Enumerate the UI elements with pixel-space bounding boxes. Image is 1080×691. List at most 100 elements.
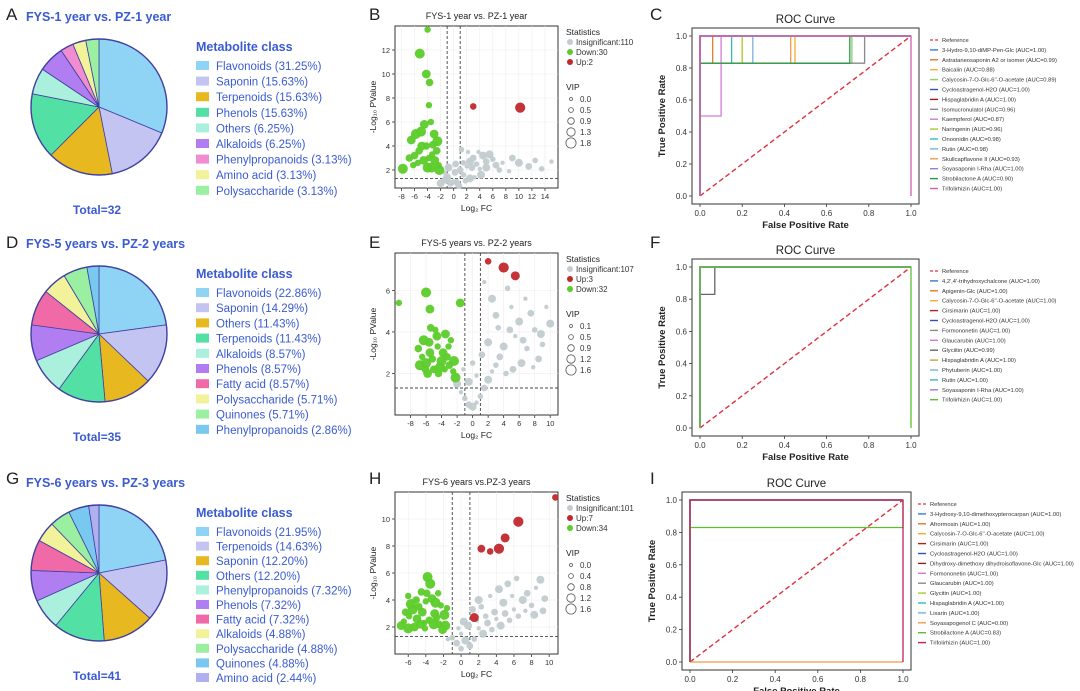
y-tick-label: 8 <box>386 94 390 103</box>
legend-swatch <box>196 61 209 70</box>
point-insignificant <box>499 342 508 351</box>
vip-marker <box>569 97 573 101</box>
point-insignificant <box>471 636 478 642</box>
roc-title: ROC Curve <box>767 478 826 490</box>
point-down <box>419 120 429 129</box>
vip-label: 1.2 <box>580 594 592 603</box>
point-down <box>410 129 421 139</box>
vip-label: 0.0 <box>580 561 592 570</box>
legend-marker <box>567 39 573 45</box>
pie-legend-label: Others (12.20%) <box>216 571 301 583</box>
pie-total: Total=35 <box>73 430 121 444</box>
point-down <box>425 304 435 314</box>
legend-label: Rutin (AUC=1.00) <box>942 378 988 384</box>
x-tick-label: -6 <box>423 419 430 428</box>
point-insignificant <box>530 365 536 370</box>
point-down <box>410 162 417 169</box>
x-tick-label: -8 <box>407 419 414 428</box>
vip-label: 0.8 <box>580 583 592 592</box>
volcano-title: FYS-1 year vs. PZ-1 year <box>426 11 528 21</box>
legend-label: Baicalin (AUC=0.88) <box>942 68 995 74</box>
legend-label: Insignificant:107 <box>576 265 634 274</box>
point-insignificant <box>466 642 474 650</box>
point-insignificant <box>494 616 499 622</box>
roc-curve <box>699 266 912 428</box>
legend-label: Calycosin-7-O-Glc-6''-O-acetate (AUC=1.0… <box>930 532 1045 538</box>
point-insignificant <box>508 154 516 162</box>
legend-label: 4,2',4'-trihydroxychalcone (AUC=1.00) <box>942 279 1040 285</box>
panel-letter-A: A <box>6 5 18 24</box>
y-axis-label: -Log₁₀ PValue <box>368 80 378 133</box>
pie-outline <box>30 265 168 403</box>
point-insignificant <box>488 294 497 303</box>
point-down <box>429 129 439 139</box>
point-down <box>396 621 406 631</box>
point-insignificant <box>460 160 467 166</box>
legend-label: Naringenin (AUC=0.96) <box>942 127 1002 133</box>
legend-label: Formononetin (AUC=1.00) <box>930 571 998 577</box>
pie-panel-G: FYS-6 years vs. PZ-3 years Total=41 Metabo… <box>26 476 352 685</box>
reference-line <box>699 266 912 429</box>
point-insignificant <box>517 359 526 368</box>
x-tick-label: 6 <box>512 658 516 667</box>
point-up <box>515 102 526 113</box>
x-tick-label: 10 <box>515 192 523 201</box>
roc-curve <box>699 35 912 196</box>
point-down <box>438 625 447 635</box>
vip-marker <box>567 583 575 591</box>
point-insignificant <box>477 166 482 171</box>
legend-label: Calycosin-7-O-Glc-6''-O-acetate (AUC=0.8… <box>942 78 1057 84</box>
point-down <box>425 348 435 358</box>
point-insignificant <box>504 580 512 588</box>
point-insignificant <box>449 635 456 641</box>
x-tick-label: -2 <box>440 658 447 667</box>
x-tick-label: -4 <box>424 192 431 201</box>
point-down <box>421 287 432 298</box>
point-insignificant <box>495 324 502 331</box>
vip-label: 0.1 <box>580 322 592 331</box>
legend-swatch <box>196 364 209 373</box>
panel-letter-I: I <box>650 469 655 488</box>
point-down <box>417 607 427 617</box>
point-down <box>432 331 442 341</box>
legend-label: Cycloastragenol-H2O (AUC=1.00) <box>930 552 1018 558</box>
legend-label: 3-Hydroxy-9,10-dimethoxypterocarpan (AUC… <box>930 512 1061 518</box>
point-insignificant <box>509 304 514 310</box>
point-down <box>441 329 450 339</box>
legend-label: Hispaglabridin A (AUC=1.00) <box>930 601 1004 607</box>
point-insignificant <box>535 355 542 363</box>
x-tick-label: 0.8 <box>855 675 867 684</box>
y-axis-label: True Positive Rate <box>657 75 668 157</box>
point-down <box>425 102 433 109</box>
point-down <box>412 596 420 604</box>
pie-legend-title: Metabolite class <box>196 506 293 520</box>
point-insignificant <box>511 607 517 612</box>
point-up <box>552 494 559 501</box>
legend-label: Trifolirhizin (AUC=1.00) <box>942 398 1002 404</box>
x-tick-label: 0.6 <box>821 441 833 450</box>
point-down <box>415 147 423 155</box>
legend-swatch <box>196 570 209 580</box>
legend-swatch <box>196 379 209 389</box>
legend-swatch <box>196 673 209 682</box>
vip-label: 1.8 <box>580 139 592 148</box>
volcano-title: FYS-5 years vs. PZ-2 years <box>421 238 532 248</box>
point-down <box>441 366 448 373</box>
point-insignificant <box>515 317 524 326</box>
point-insignificant <box>518 596 527 604</box>
point-up <box>469 103 477 110</box>
point-insignificant <box>464 377 473 386</box>
legend-swatch <box>196 600 209 609</box>
point-insignificant <box>484 375 493 384</box>
panel-letter-F: F <box>650 233 660 252</box>
legend-swatch <box>196 76 209 86</box>
x-tick-label: 0.4 <box>770 675 782 684</box>
point-insignificant <box>458 146 465 153</box>
point-insignificant <box>468 164 476 172</box>
y-tick-label: 0.6 <box>676 327 688 336</box>
legend-label: Down:30 <box>576 48 608 57</box>
point-insignificant <box>459 617 468 626</box>
x-tick-label: 0.2 <box>737 209 749 218</box>
legend-marker <box>567 286 573 292</box>
y-tick-label: 0.2 <box>676 160 688 169</box>
